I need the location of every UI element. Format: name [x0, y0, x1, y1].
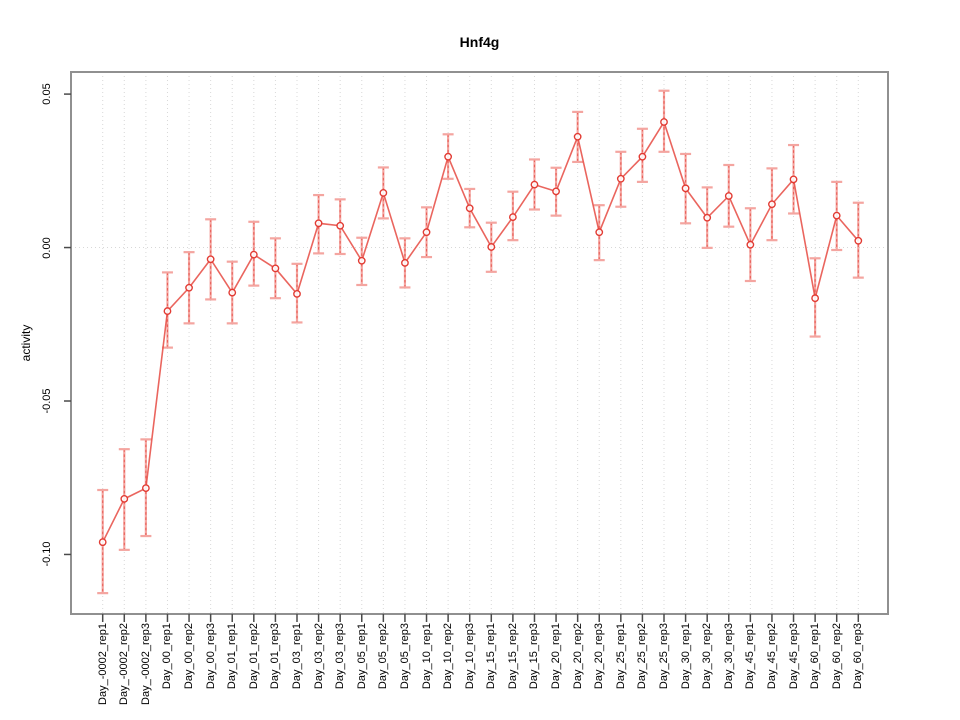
data-point	[854, 236, 863, 245]
x-tick-label: Day_30_rep2	[701, 623, 714, 690]
data-point	[746, 240, 755, 249]
y-tick-label: -0.05	[41, 388, 53, 414]
data-point	[357, 256, 366, 265]
x-tick-label: Day_03_rep3	[334, 623, 347, 690]
x-tick-label: Day_10_rep2	[442, 623, 455, 690]
x-tick-label: Day_60_rep2	[830, 623, 843, 690]
x-tick-label: Day_15_rep3	[528, 623, 541, 690]
chart-title: Hnf4g	[459, 34, 500, 50]
data-point	[703, 213, 712, 222]
data-point	[616, 174, 625, 183]
data-point	[573, 132, 582, 141]
data-point	[98, 538, 107, 547]
plot-border	[70, 71, 889, 615]
x-tick-label: Day_60_rep1	[809, 623, 822, 690]
data-point	[249, 250, 258, 259]
data-point	[228, 288, 237, 297]
x-tick-label: Day_45_rep2	[765, 623, 778, 690]
x-tick-label: Day_01_rep2	[247, 623, 260, 690]
data-point	[271, 264, 280, 273]
x-tick-label: Day_10_rep3	[463, 623, 476, 690]
data-point	[465, 204, 474, 213]
data-point	[681, 184, 690, 193]
x-tick-label: Day_25_rep2	[636, 623, 649, 690]
data-point	[141, 484, 150, 493]
data-point	[206, 255, 215, 264]
data-point	[768, 200, 776, 209]
data-point	[789, 175, 798, 184]
x-tick-label: Day_20_rep1	[550, 623, 563, 690]
x-tick-label: Day_45_rep1	[744, 623, 757, 690]
x-tick-label: Day_-0002_rep3	[139, 623, 152, 705]
data-point	[638, 152, 647, 161]
x-tick-label: Day_-0002_rep1	[96, 623, 109, 705]
data-point	[724, 192, 733, 200]
data-point	[832, 211, 841, 220]
data-point	[336, 221, 345, 230]
x-tick-label: Day_20_rep3	[593, 623, 606, 690]
x-tick-label: Day_00_rep3	[204, 623, 217, 690]
x-tick-label: Day_-0002_rep2	[118, 623, 131, 705]
data-point	[379, 189, 388, 197]
y-tick-label: -0.10	[41, 541, 53, 567]
x-tick-label: Day_01_rep1	[226, 623, 239, 690]
data-point	[444, 152, 453, 161]
x-tick-label: Day_25_rep3	[658, 623, 670, 690]
data-point	[422, 228, 431, 237]
x-tick-label: Day_05_rep1	[355, 623, 368, 690]
x-tick-label: Day_01_rep3	[269, 623, 282, 690]
x-tick-label: Day_03_rep2	[312, 623, 325, 690]
data-point	[530, 180, 539, 189]
series-line	[101, 120, 859, 543]
data-point	[487, 243, 496, 251]
data-point	[508, 213, 517, 222]
x-tick-label: Day_45_rep3	[787, 623, 800, 690]
data-point	[660, 118, 668, 126]
x-tick-label: Day_00_rep1	[161, 623, 174, 690]
data-point	[811, 294, 820, 303]
x-tick-label: Day_15_rep1	[485, 623, 498, 690]
data-point	[163, 307, 172, 315]
y-tick-label: 0.00	[41, 236, 53, 259]
data-point	[120, 495, 129, 503]
data-point	[401, 258, 409, 267]
x-tick-label: Day_60_rep3	[852, 623, 865, 690]
x-tick-label: Day_05_rep2	[377, 623, 390, 690]
data-point	[185, 283, 193, 292]
x-tick-label: Day_05_rep3	[398, 623, 411, 690]
y-tick-label: 0.05	[41, 83, 53, 105]
data-point	[314, 219, 323, 228]
data-point	[552, 187, 560, 196]
data-point	[293, 289, 301, 298]
x-tick-label: Day_03_rep1	[290, 623, 303, 690]
x-tick-label: Day_20_rep2	[571, 623, 584, 690]
x-tick-label: Day_15_rep2	[506, 623, 519, 690]
x-tick-label: Day_30_rep3	[722, 623, 735, 690]
x-tick-label: Day_10_rep1	[420, 623, 433, 690]
x-tick-label: Day_30_rep1	[679, 623, 692, 690]
data-point	[595, 228, 604, 237]
x-tick-label: Day_25_rep1	[614, 623, 627, 690]
x-tick-label: Day_00_rep2	[183, 623, 196, 690]
